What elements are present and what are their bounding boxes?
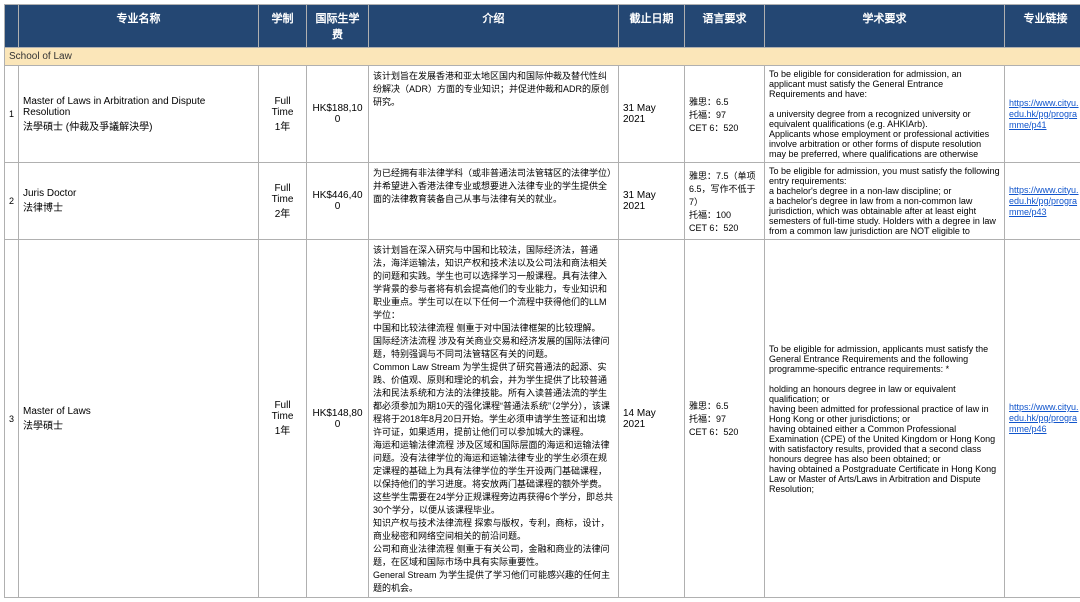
cell-link: https://www.cityu.edu.hk/pg/programme/p4… — [1005, 240, 1080, 598]
cell-intro: 为已经拥有非法律学科（或非普通法司法管辖区的法律学位）并希望进入香港法律专业或想… — [369, 163, 619, 240]
table-header-row: 专业名称 学制 国际生学费 介绍 截止日期 语言要求 学术要求 专业链接 — [5, 5, 1080, 48]
cell-name: Master of Laws 法學碩士 — [19, 240, 259, 598]
cell-idx: 2 — [5, 163, 19, 240]
header-lang: 语言要求 — [685, 5, 765, 48]
header-deadline: 截止日期 — [619, 5, 685, 48]
table-row: 1 Master of Laws in Arbitration and Disp… — [5, 66, 1080, 163]
programmes-table: 专业名称 学制 国际生学费 介绍 截止日期 语言要求 学术要求 专业链接 Sch… — [4, 4, 1080, 598]
header-acad: 学术要求 — [765, 5, 1005, 48]
cell-idx: 3 — [5, 240, 19, 598]
cell-acad: To be eligible for admission, applicants… — [765, 240, 1005, 598]
header-name: 专业名称 — [19, 5, 259, 48]
cell-fee: HK$446,400 — [307, 163, 369, 240]
cell-lang: 雅思：7.5（单项6.5，写作不低于7） 托福：100 CET 6：520 — [685, 163, 765, 240]
header-intro: 介绍 — [369, 5, 619, 48]
programme-link[interactable]: https://www.cityu.edu.hk/pg/programme/p4… — [1009, 402, 1079, 434]
header-idx — [5, 5, 19, 48]
cell-mode: Full Time 1年 — [259, 66, 307, 163]
cell-lang: 雅思：6.5 托福：97 CET 6：520 — [685, 240, 765, 598]
header-link: 专业链接 — [1005, 5, 1080, 48]
cell-name: Juris Doctor 法律博士 — [19, 163, 259, 240]
header-mode: 学制 — [259, 5, 307, 48]
cell-idx: 1 — [5, 66, 19, 163]
cell-link: https://www.cityu.edu.hk/pg/programme/p4… — [1005, 66, 1080, 163]
cell-name: Master of Laws in Arbitration and Disput… — [19, 66, 259, 163]
cell-lang: 雅思：6.5 托福：97 CET 6：520 — [685, 66, 765, 163]
programme-name-cn: 法學碩士 (仲裁及爭議解決學) — [23, 118, 254, 133]
cell-mode: Full Time 2年 — [259, 163, 307, 240]
table-row: 2 Juris Doctor 法律博士 Full Time 2年 HK$446,… — [5, 163, 1080, 240]
cell-deadline: 14 May 2021 — [619, 240, 685, 598]
programme-name-en: Juris Doctor — [23, 188, 254, 199]
programme-link[interactable]: https://www.cityu.edu.hk/pg/programme/p4… — [1009, 98, 1079, 130]
cell-acad: To be eligible for consideration for adm… — [765, 66, 1005, 163]
cell-deadline: 31 May 2021 — [619, 66, 685, 163]
cell-link: https://www.cityu.edu.hk/pg/programme/p4… — [1005, 163, 1080, 240]
cell-fee: HK$148,800 — [307, 240, 369, 598]
cell-deadline: 31 May 2021 — [619, 163, 685, 240]
programme-name-cn: 法律博士 — [23, 199, 254, 214]
programme-name-en: Master of Laws — [23, 406, 254, 417]
cell-acad: To be eligible for admission, you must s… — [765, 163, 1005, 240]
programme-name-en: Master of Laws in Arbitration and Disput… — [23, 96, 254, 118]
cell-intro: 该计划旨在深入研究与中国和比较法，国际经济法，普通法，海洋运输法，知识产权和技术… — [369, 240, 619, 598]
programme-link[interactable]: https://www.cityu.edu.hk/pg/programme/p4… — [1009, 185, 1079, 217]
programme-name-cn: 法學碩士 — [23, 417, 254, 432]
section-title: School of Law — [5, 48, 1080, 66]
section-row-school-of-law: School of Law — [5, 48, 1080, 66]
table-row: 3 Master of Laws 法學碩士 Full Time 1年 HK$14… — [5, 240, 1080, 598]
cell-intro: 该计划旨在发展香港和亚太地区国内和国际仲裁及替代性纠纷解决（ADR）方面的专业知… — [369, 66, 619, 163]
header-fee: 国际生学费 — [307, 5, 369, 48]
cell-mode: Full Time 1年 — [259, 240, 307, 598]
cell-fee: HK$188,100 — [307, 66, 369, 163]
